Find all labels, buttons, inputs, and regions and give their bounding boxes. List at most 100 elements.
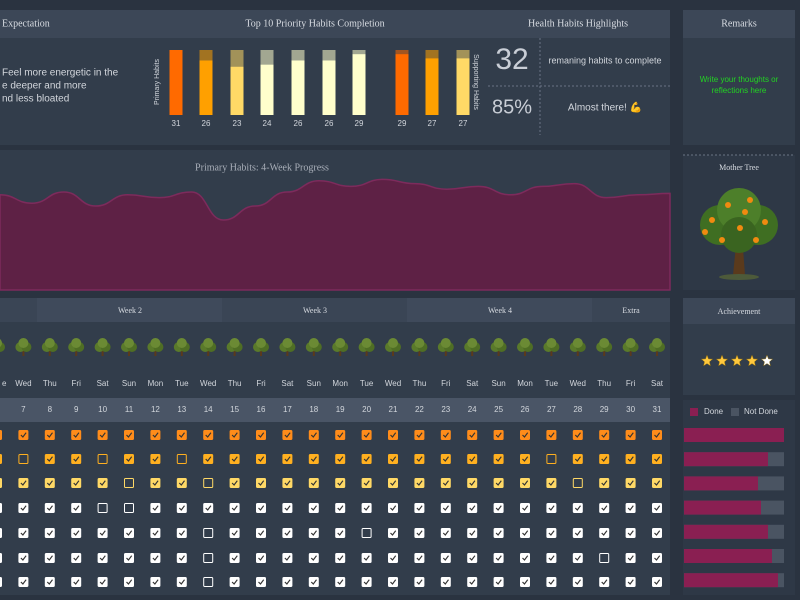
checkbox[interactable]	[520, 503, 530, 513]
checkbox[interactable]	[308, 430, 319, 440]
checkbox[interactable]	[71, 577, 82, 587]
checkbox[interactable]	[97, 454, 108, 464]
checkbox[interactable]	[124, 430, 134, 440]
checkbox[interactable]	[652, 454, 662, 464]
checkbox[interactable]	[493, 478, 504, 488]
remarks-placeholder[interactable]: Write your thoughts or	[700, 75, 779, 84]
checkbox[interactable]	[599, 430, 610, 440]
checkbox[interactable]	[71, 478, 82, 488]
checkbox[interactable]	[599, 503, 610, 513]
checkbox[interactable]	[203, 503, 214, 513]
checkbox[interactable]	[361, 430, 372, 440]
checkbox[interactable]	[256, 553, 266, 563]
checkbox[interactable]	[546, 430, 557, 440]
checkbox[interactable]	[44, 577, 55, 587]
checkbox[interactable]	[599, 478, 610, 488]
checkbox[interactable]	[625, 430, 636, 440]
checkbox[interactable]	[97, 478, 108, 488]
checkbox[interactable]	[546, 503, 557, 513]
checkbox[interactable]	[308, 553, 319, 563]
checkbox[interactable]	[150, 503, 161, 513]
checkbox[interactable]	[440, 503, 451, 513]
checkbox[interactable]	[124, 553, 134, 563]
checkbox[interactable]	[440, 478, 451, 488]
checkbox[interactable]	[0, 454, 2, 464]
checkbox[interactable]	[18, 454, 29, 464]
checkbox[interactable]	[229, 528, 240, 538]
checkbox[interactable]	[388, 503, 398, 513]
checkbox[interactable]	[361, 577, 372, 587]
checkbox[interactable]	[256, 577, 266, 587]
checkbox[interactable]	[467, 454, 478, 464]
checkbox[interactable]	[467, 577, 478, 587]
checkbox[interactable]	[229, 430, 240, 440]
checkbox[interactable]	[203, 430, 214, 440]
checkbox[interactable]	[546, 553, 557, 563]
checkbox[interactable]	[440, 454, 451, 464]
checkbox[interactable]	[361, 503, 372, 513]
checkbox[interactable]	[308, 528, 319, 538]
checkbox[interactable]	[414, 528, 425, 538]
checkbox[interactable]	[388, 478, 398, 488]
checkbox[interactable]	[546, 577, 557, 587]
checkbox[interactable]	[652, 577, 662, 587]
checkbox[interactable]	[335, 454, 346, 464]
checkbox[interactable]	[388, 430, 398, 440]
checkbox[interactable]	[97, 503, 108, 513]
checkbox[interactable]	[71, 454, 82, 464]
checkbox[interactable]	[308, 577, 319, 587]
checkbox[interactable]	[440, 577, 451, 587]
checkbox[interactable]	[150, 577, 161, 587]
checkbox[interactable]	[361, 528, 372, 538]
checkbox[interactable]	[229, 503, 240, 513]
checkbox[interactable]	[625, 478, 636, 488]
checkbox[interactable]	[229, 577, 240, 587]
checkbox[interactable]	[229, 478, 240, 488]
checkbox[interactable]	[388, 577, 398, 587]
checkbox[interactable]	[625, 454, 636, 464]
checkbox[interactable]	[572, 503, 583, 513]
checkbox[interactable]	[97, 577, 108, 587]
checkbox[interactable]	[493, 454, 504, 464]
checkbox[interactable]	[335, 503, 346, 513]
checkbox[interactable]	[229, 454, 240, 464]
checkbox[interactable]	[335, 528, 346, 538]
checkbox[interactable]	[97, 528, 108, 538]
checkbox[interactable]	[652, 528, 662, 538]
checkbox[interactable]	[44, 503, 55, 513]
checkbox[interactable]	[520, 553, 530, 563]
checkbox[interactable]	[572, 577, 583, 587]
checkbox[interactable]	[203, 528, 214, 538]
checkbox[interactable]	[18, 528, 29, 538]
checkbox[interactable]	[282, 430, 293, 440]
checkbox[interactable]	[467, 503, 478, 513]
checkbox[interactable]	[124, 454, 134, 464]
checkbox[interactable]	[203, 577, 214, 587]
checkbox[interactable]	[520, 528, 530, 538]
checkbox[interactable]	[97, 553, 108, 563]
checkbox[interactable]	[71, 503, 82, 513]
remarks-placeholder[interactable]: reflections here	[712, 86, 767, 95]
checkbox[interactable]	[625, 528, 636, 538]
checkbox[interactable]	[520, 577, 530, 587]
checkbox[interactable]	[414, 503, 425, 513]
checkbox[interactable]	[388, 553, 398, 563]
checkbox[interactable]	[18, 577, 29, 587]
checkbox[interactable]	[44, 553, 55, 563]
checkbox[interactable]	[0, 577, 2, 587]
checkbox[interactable]	[599, 454, 610, 464]
checkbox[interactable]	[572, 478, 583, 488]
checkbox[interactable]	[625, 577, 636, 587]
checkbox[interactable]	[493, 528, 504, 538]
checkbox[interactable]	[44, 528, 55, 538]
checkbox[interactable]	[282, 454, 293, 464]
checkbox[interactable]	[335, 577, 346, 587]
checkbox[interactable]	[124, 503, 134, 513]
checkbox[interactable]	[467, 553, 478, 563]
checkbox[interactable]	[467, 478, 478, 488]
checkbox[interactable]	[256, 528, 266, 538]
checkbox[interactable]	[203, 553, 214, 563]
checkbox[interactable]	[308, 503, 319, 513]
checkbox[interactable]	[18, 430, 29, 440]
checkbox[interactable]	[414, 430, 425, 440]
